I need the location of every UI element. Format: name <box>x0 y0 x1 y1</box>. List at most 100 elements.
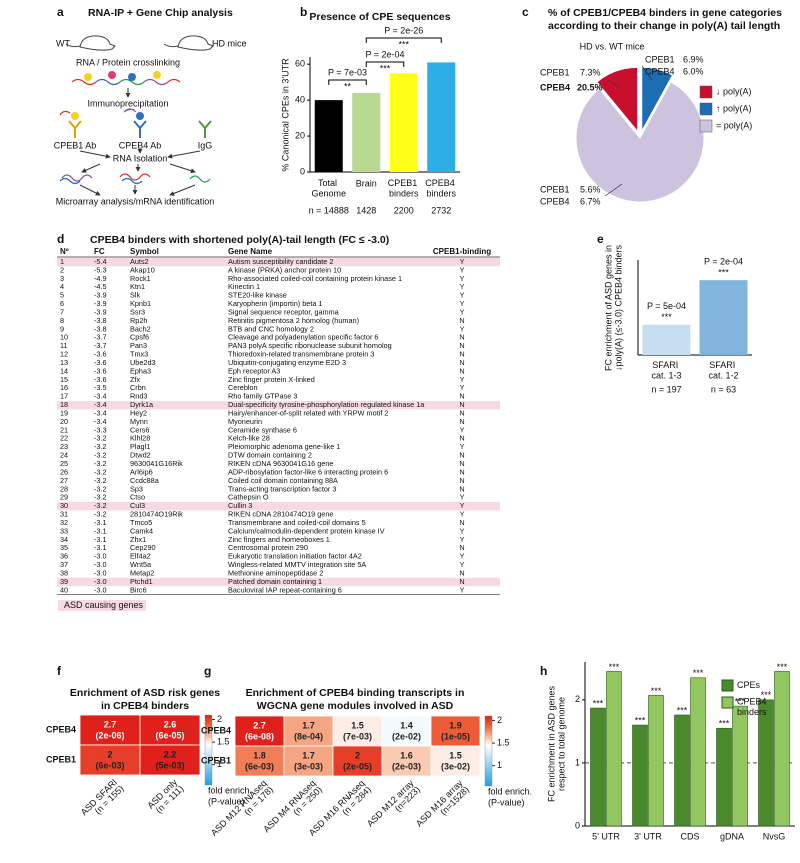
table-cell: Ssr3 <box>130 307 145 316</box>
heatmap-cell <box>283 715 334 747</box>
table-cell: Klhl28 <box>130 434 150 443</box>
table-cell: 36 <box>60 552 68 561</box>
slice-annotation: 7.3% <box>580 67 601 77</box>
table-cell: N <box>459 417 464 426</box>
table-cell: -3.4 <box>94 392 107 401</box>
table-cell: Hey2 <box>130 408 147 417</box>
table-cell: Pan3 <box>130 341 147 350</box>
table-cell: Y <box>460 510 465 519</box>
p-value-label: P = 7e-03 <box>328 67 367 77</box>
table-cell: 9 <box>60 324 64 333</box>
table-cell: Cpsf6 <box>130 333 149 342</box>
table-cell: Y <box>460 274 465 283</box>
table-cell: -3.4 <box>94 417 107 426</box>
row-highlight <box>57 257 500 267</box>
table-cell: -3.6 <box>94 375 107 384</box>
y-tick-label: 0 <box>575 820 580 830</box>
chart-subtitle: HD vs. WT mice <box>580 41 645 51</box>
comparison-bracket <box>365 37 442 43</box>
significance-label: *** <box>735 697 746 707</box>
table-cell: Birc6 <box>130 585 147 594</box>
significance-label: *** <box>761 690 772 700</box>
table-cell: Ptchd1 <box>130 577 153 586</box>
table-cell: -3.0 <box>94 577 107 586</box>
table-cell: Y <box>460 282 465 291</box>
table-cell: -3.1 <box>94 543 107 552</box>
table-cell: Dtwd2 <box>130 451 151 460</box>
table-cell: Y <box>460 257 465 266</box>
chart-title: according to their change in poly(A) tai… <box>548 20 780 32</box>
table-cell: 25 <box>60 459 68 468</box>
row-label: CPEB1 <box>201 755 231 765</box>
table-cell: 27 <box>60 476 68 485</box>
table-cell: Cleavage and polyadenylation specific fa… <box>228 333 379 342</box>
diagram-label: CPEB1 Ab <box>54 140 97 150</box>
table-cell: Zfx <box>130 375 140 384</box>
heatmap-cell <box>139 744 201 776</box>
table-cell: N <box>459 341 464 350</box>
table-cell: 14 <box>60 366 68 375</box>
x-tick-label: Brain <box>356 178 377 188</box>
n-label: 2200 <box>394 205 414 215</box>
chart-title: WGCNA gene modules involved in ASD <box>257 700 454 712</box>
x-tick-label: CDS <box>680 831 699 841</box>
antibody-icons <box>59 108 212 138</box>
table-cell: 26 <box>60 467 68 476</box>
x-tick-label: SFARI cat. 1-3 <box>651 360 681 380</box>
table-cell: -5.3 <box>94 265 107 274</box>
table-cell: Cathepsin O <box>228 493 269 502</box>
chart-title: Enrichment of CPEB4 binding transcripts … <box>246 687 465 699</box>
table-cell: 19 <box>60 408 68 417</box>
table-header: Symbol <box>130 247 159 256</box>
table-cell: Kinectin 1 <box>228 282 260 291</box>
bar <box>674 714 690 827</box>
pie-slice <box>575 81 705 203</box>
table-cell: Wingless-related MMTV integration site 5… <box>228 560 366 569</box>
colorbar-tick-label: 1.5 <box>217 736 230 746</box>
table-cell: Y <box>460 299 465 308</box>
cell-p-value: (6e-03) <box>245 761 274 771</box>
table-cell: Coiled coil domain containing 88A <box>228 476 338 485</box>
table-cell: -3.8 <box>94 324 107 333</box>
cell-value: 2.2 <box>164 749 177 759</box>
leader-line <box>604 183 623 197</box>
chart-title: in CPEB4 binders <box>101 700 189 712</box>
colorbar-tick-label: 1 <box>497 760 502 770</box>
table-cell: -4.9 <box>94 274 107 283</box>
y-tick-label: 0 <box>300 166 305 176</box>
legend-label: ↓ poly(A) <box>716 86 752 96</box>
colorbar <box>484 715 493 787</box>
x-tick-label: CPEB4 binders <box>425 178 457 198</box>
significance-label: *** <box>380 63 391 73</box>
significance-label: ** <box>344 81 352 91</box>
table-cell: 13 <box>60 358 68 367</box>
panel-label: h <box>540 664 547 678</box>
table-cell: N <box>459 577 464 586</box>
mouse-icon <box>65 35 214 51</box>
table-cell: ADP-ribosylation factor-like 6 interacti… <box>228 467 388 476</box>
p-value-label: P = 2e-26 <box>384 25 423 35</box>
table-cell: Y <box>460 535 465 544</box>
panel-label: g <box>204 664 211 678</box>
cell-value: 2.7 <box>253 720 266 730</box>
table-cell: Zhx1 <box>130 535 146 544</box>
x-tick-label: gDNA <box>720 831 744 841</box>
bar <box>590 707 606 827</box>
colorbar-tick-label: 2 <box>497 715 502 725</box>
table-cell: Epha3 <box>130 366 151 375</box>
slice-annotation: 6.7% <box>580 196 601 206</box>
table-cell: Y <box>460 383 465 392</box>
table-cell: Y <box>460 585 465 594</box>
diagram-label: RNA / Protein crosslinking <box>76 57 180 67</box>
table-cell: Y <box>460 442 465 451</box>
colorbar-label: fold enrich. <box>488 786 532 796</box>
table-header: FC <box>94 247 105 256</box>
table-cell: N <box>459 518 464 527</box>
legend-swatch <box>699 119 713 133</box>
table-cell: Zinc finger protein X-linked <box>228 375 315 384</box>
panel-label: c <box>522 5 529 19</box>
table-cell: Trans-acting transcription factor 3 <box>228 484 336 493</box>
table-cell: Arl6ip6 <box>130 467 153 476</box>
legend-swatch <box>699 85 713 99</box>
table-cell: Y <box>460 526 465 535</box>
